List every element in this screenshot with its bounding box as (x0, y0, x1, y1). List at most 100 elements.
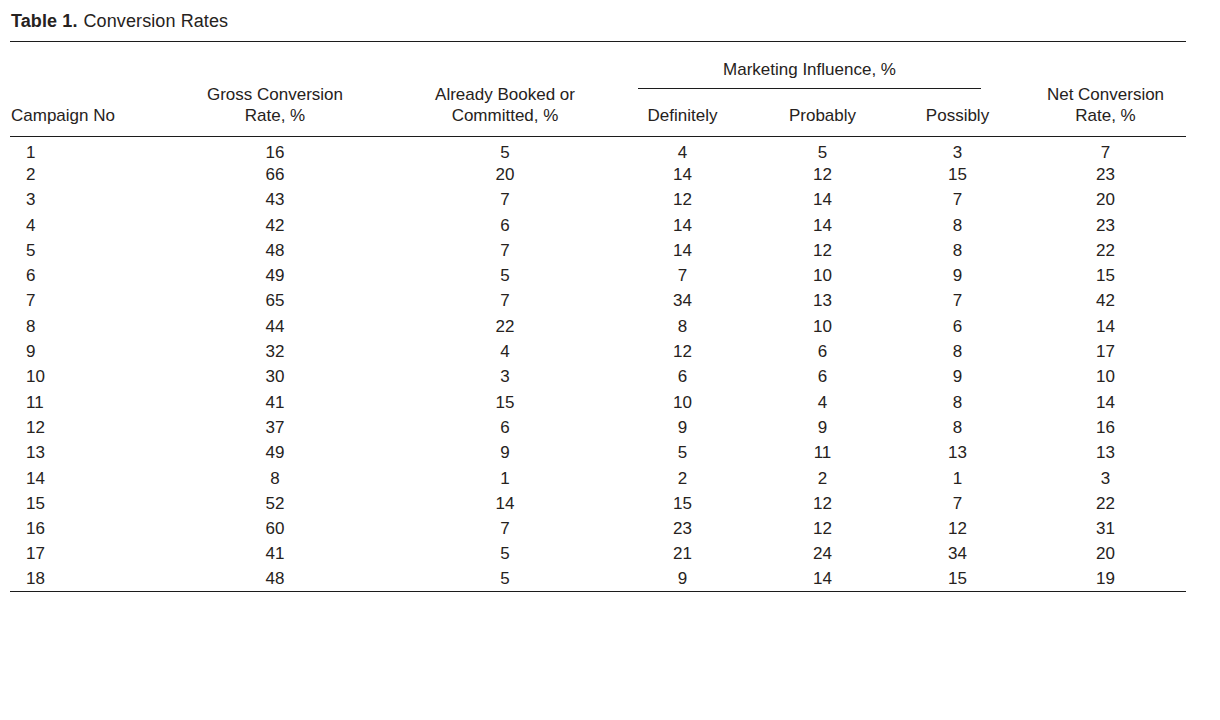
value-cell: 9 (755, 415, 890, 440)
value-cell: 5 (400, 137, 610, 162)
campaign-no-cell: 2 (10, 162, 150, 187)
value-cell: 23 (610, 516, 755, 541)
col-header-probably: Probably (755, 89, 890, 137)
value-cell: 9 (610, 567, 755, 592)
value-cell: 22 (1025, 238, 1186, 263)
col-header-net-conversion-rate: Net Conversion Rate, % (1025, 42, 1186, 137)
table-row: 11654537 (10, 137, 1186, 162)
table-caption-label: Table 1. (11, 11, 78, 31)
table-body: 1165453726620141215233437121472044261414… (10, 137, 1186, 592)
campaign-no-cell: 8 (10, 314, 150, 339)
value-cell: 8 (890, 238, 1025, 263)
col-header-possibly: Possibly (890, 89, 1025, 137)
value-cell: 12 (755, 491, 890, 516)
table-row: 9324126817 (10, 339, 1186, 364)
table-row: 114115104814 (10, 389, 1186, 414)
value-cell: 16 (150, 137, 400, 162)
value-cell: 42 (1025, 288, 1186, 313)
value-cell: 9 (890, 263, 1025, 288)
value-cell: 5 (400, 263, 610, 288)
campaign-no-cell: 11 (10, 389, 150, 414)
value-cell: 5 (755, 137, 890, 162)
value-cell: 6 (755, 364, 890, 389)
value-cell: 22 (400, 314, 610, 339)
value-cell: 7 (400, 516, 610, 541)
value-cell: 8 (890, 339, 1025, 364)
value-cell: 8 (890, 389, 1025, 414)
value-cell: 14 (610, 162, 755, 187)
value-cell: 23 (1025, 162, 1186, 187)
conversion-rates-table: Campaign No Gross Conversion Rate, % Alr… (10, 41, 1186, 592)
campaign-no-cell: 17 (10, 541, 150, 566)
header-row-group: Campaign No Gross Conversion Rate, % Alr… (10, 42, 1186, 89)
value-cell: 37 (150, 415, 400, 440)
value-cell: 6 (610, 364, 755, 389)
value-cell: 5 (400, 567, 610, 592)
value-cell: 14 (755, 187, 890, 212)
value-cell: 9 (400, 440, 610, 465)
value-cell: 6 (400, 415, 610, 440)
value-cell: 14 (610, 238, 755, 263)
value-cell: 7 (890, 187, 1025, 212)
col-header-definitely: Definitely (610, 89, 755, 137)
value-cell: 31 (1025, 516, 1186, 541)
col-header-campaign-no: Campaign No (10, 42, 150, 137)
value-cell: 10 (1025, 364, 1186, 389)
campaign-no-cell: 15 (10, 491, 150, 516)
value-cell: 12 (755, 516, 890, 541)
table-row: 1741521243420 (10, 541, 1186, 566)
col-header-gross-conversion-rate: Gross Conversion Rate, % (150, 42, 400, 137)
value-cell: 7 (400, 288, 610, 313)
campaign-no-cell: 6 (10, 263, 150, 288)
table-row: 1552141512722 (10, 491, 1186, 516)
table-row: 84422810614 (10, 314, 1186, 339)
campaign-no-cell: 10 (10, 364, 150, 389)
value-cell: 7 (1025, 137, 1186, 162)
value-cell: 17 (1025, 339, 1186, 364)
value-cell: 12 (755, 162, 890, 187)
value-cell: 49 (150, 263, 400, 288)
campaign-no-cell: 13 (10, 440, 150, 465)
table-row: 34371214720 (10, 187, 1186, 212)
value-cell: 49 (150, 440, 400, 465)
value-cell: 5 (610, 440, 755, 465)
value-cell: 6 (890, 314, 1025, 339)
value-cell: 10 (755, 263, 890, 288)
value-cell: 7 (610, 263, 755, 288)
value-cell: 14 (400, 491, 610, 516)
campaign-no-cell: 14 (10, 465, 150, 490)
value-cell: 52 (150, 491, 400, 516)
value-cell: 9 (610, 415, 755, 440)
value-cell: 15 (890, 162, 1025, 187)
value-cell: 4 (400, 339, 610, 364)
value-cell: 14 (610, 212, 755, 237)
table-row: 54871412822 (10, 238, 1186, 263)
value-cell: 34 (890, 541, 1025, 566)
campaign-no-cell: 1 (10, 137, 150, 162)
value-cell: 14 (755, 212, 890, 237)
table-row: 184859141519 (10, 567, 1186, 592)
value-cell: 4 (755, 389, 890, 414)
value-cell: 13 (1025, 440, 1186, 465)
campaign-no-cell: 4 (10, 212, 150, 237)
value-cell: 65 (150, 288, 400, 313)
table-row: 1237699816 (10, 415, 1186, 440)
campaign-no-cell: 7 (10, 288, 150, 313)
value-cell: 15 (890, 567, 1025, 592)
value-cell: 44 (150, 314, 400, 339)
value-cell: 12 (610, 339, 755, 364)
group-header-marketing-influence-label: Marketing Influence, % (638, 60, 981, 89)
value-cell: 41 (150, 541, 400, 566)
value-cell: 13 (890, 440, 1025, 465)
table-row: 14812213 (10, 465, 1186, 490)
value-cell: 48 (150, 238, 400, 263)
table-row: 134995111313 (10, 440, 1186, 465)
value-cell: 41 (150, 389, 400, 414)
value-cell: 19 (1025, 567, 1186, 592)
group-header-marketing-influence: Marketing Influence, % (610, 42, 1025, 89)
value-cell: 8 (890, 212, 1025, 237)
value-cell: 7 (400, 238, 610, 263)
table-row: 6495710915 (10, 263, 1186, 288)
value-cell: 3 (400, 364, 610, 389)
value-cell: 10 (755, 314, 890, 339)
